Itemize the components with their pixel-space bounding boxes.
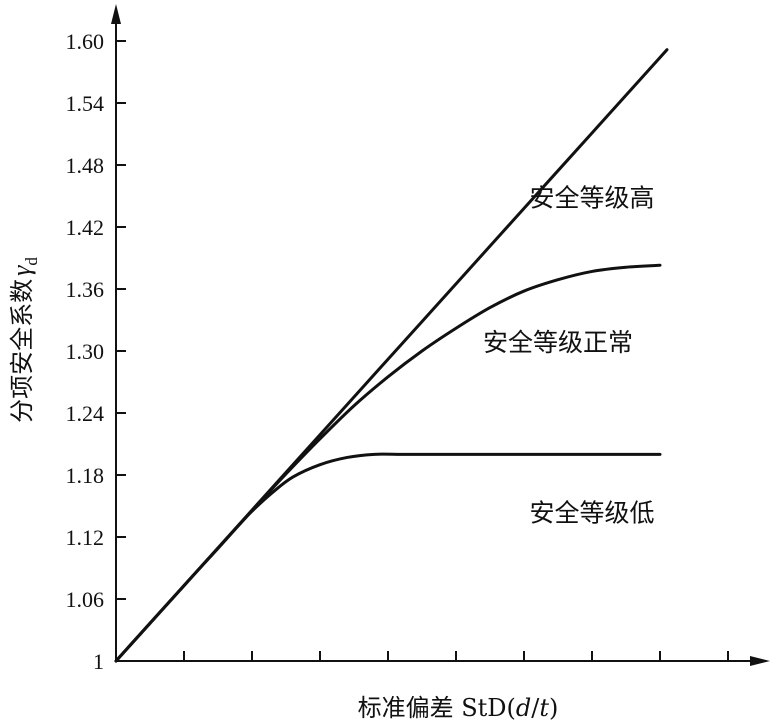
y-tick-label: 1.18 — [66, 463, 105, 488]
y-tick-label: 1.60 — [66, 29, 105, 54]
y-axis-title: 分项安全系数 γd — [7, 257, 41, 423]
y-axis-title-symbol: γ — [7, 265, 36, 276]
axes — [111, 4, 770, 666]
x-axis-title-paren-open: ( — [507, 694, 516, 722]
y-tick-label: 1.30 — [66, 339, 105, 364]
y-tick-label: 1.42 — [66, 215, 105, 240]
x-ticks — [183, 651, 729, 661]
x-axis-title-t: t — [539, 694, 549, 722]
y-tick-label: 1.36 — [66, 277, 105, 302]
y-tick-label: 1.24 — [66, 401, 105, 426]
y-axis-title-main: 分项安全系数 — [8, 279, 36, 423]
x-axis-title-main: 标准偏差 StD — [358, 694, 507, 722]
y-tick-label: 1.06 — [66, 587, 105, 612]
series-line-low — [114, 452, 662, 663]
y-axis-title-subscript: d — [22, 257, 41, 266]
y-tick-label: 1.54 — [66, 91, 105, 116]
x-axis-title-d: d — [516, 694, 531, 722]
zone-label-low: 安全等级低 — [529, 499, 654, 528]
y-ticks: 1 1.06 1.12 1.18 1.24 1.30 1.36 1.42 1.48 1.54 1.6… — [66, 29, 126, 674]
y-tick-label: 1 — [93, 649, 104, 674]
y-tick-label: 1.48 — [66, 153, 105, 178]
x-axis-arrow-icon — [750, 656, 770, 666]
series-group — [114, 48, 669, 663]
x-axis-title-paren-close: ) — [549, 694, 558, 722]
y-axis-arrow-icon — [111, 4, 121, 24]
series-line-normal — [114, 263, 662, 663]
x-axis-title-slash: / — [531, 694, 540, 722]
zone-label-normal: 安全等级正常 — [483, 328, 633, 357]
zone-label-high: 安全等级高 — [529, 183, 654, 212]
y-tick-label: 1.12 — [66, 525, 105, 550]
x-axis-title: 标准偏差 StD(d/t) — [358, 694, 559, 722]
